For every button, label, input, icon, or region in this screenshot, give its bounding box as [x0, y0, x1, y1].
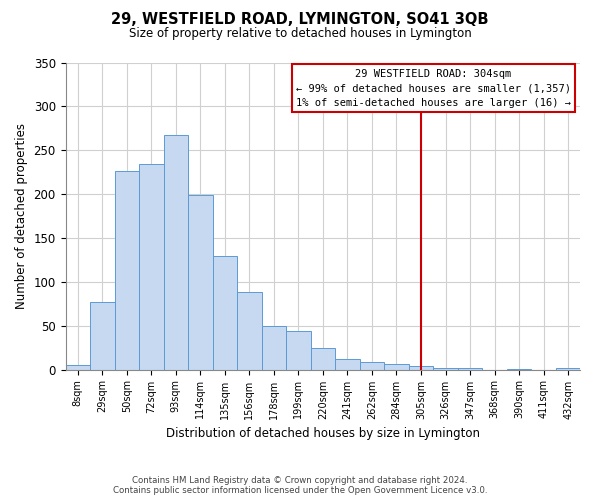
Bar [115, 172, 139, 370]
X-axis label: Distribution of detached houses by size in Lymington: Distribution of detached houses by size … [166, 427, 480, 440]
Bar [90, 302, 115, 370]
Bar [433, 368, 458, 370]
Bar [507, 368, 532, 370]
Bar [409, 366, 433, 370]
Bar [311, 348, 335, 370]
Bar [262, 326, 286, 370]
Bar [65, 365, 90, 370]
Text: Contains HM Land Registry data © Crown copyright and database right 2024.
Contai: Contains HM Land Registry data © Crown c… [113, 476, 487, 495]
Bar [556, 368, 580, 370]
Bar [139, 164, 164, 370]
Bar [335, 359, 360, 370]
Bar [384, 364, 409, 370]
Bar [164, 136, 188, 370]
Text: 29, WESTFIELD ROAD, LYMINGTON, SO41 3QB: 29, WESTFIELD ROAD, LYMINGTON, SO41 3QB [111, 12, 489, 28]
Bar [237, 292, 262, 370]
Bar [286, 331, 311, 370]
Text: 29 WESTFIELD ROAD: 304sqm
← 99% of detached houses are smaller (1,357)
1% of sem: 29 WESTFIELD ROAD: 304sqm ← 99% of detac… [296, 68, 571, 108]
Bar [458, 368, 482, 370]
Y-axis label: Number of detached properties: Number of detached properties [15, 123, 28, 309]
Bar [360, 362, 384, 370]
Text: Size of property relative to detached houses in Lymington: Size of property relative to detached ho… [128, 28, 472, 40]
Bar [188, 195, 212, 370]
Bar [212, 256, 237, 370]
